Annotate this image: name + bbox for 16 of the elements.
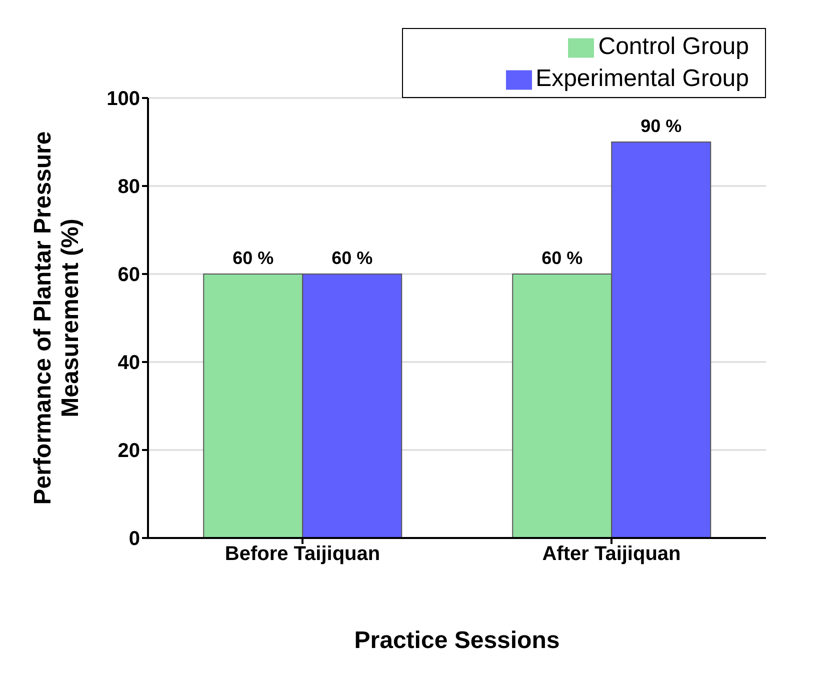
y-tick-label: 100 xyxy=(106,88,140,110)
data-label: 90 % xyxy=(640,116,682,136)
x-tick-label: After Taijiquan xyxy=(542,543,681,566)
y-tick-label: 20 xyxy=(118,440,140,462)
y-tick-label: 0 xyxy=(128,528,140,550)
y-tick-label: 60 xyxy=(118,264,140,286)
x-tick-label: Before Taijiquan xyxy=(224,543,380,566)
legend-label: Control Group xyxy=(598,33,749,60)
data-label: 60 % xyxy=(542,248,583,268)
data-label: 60 % xyxy=(232,248,274,268)
y-axis-title: Performance of Plantar Pressure Measurement (%) xyxy=(30,131,84,505)
y-tick-label: 40 xyxy=(118,352,140,374)
y-tick-label: 80 xyxy=(118,176,140,198)
x-axis-title: Practice Sessions xyxy=(354,627,560,654)
data-label: 60 % xyxy=(332,248,373,268)
legend-label: Experimental Group xyxy=(536,65,749,92)
